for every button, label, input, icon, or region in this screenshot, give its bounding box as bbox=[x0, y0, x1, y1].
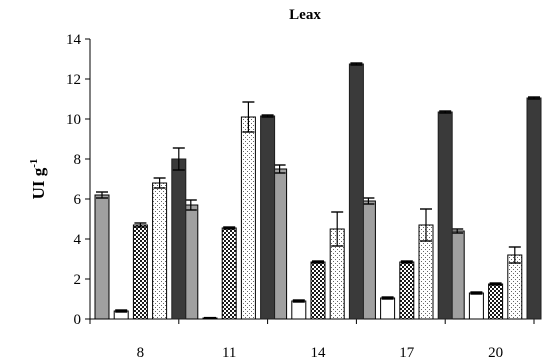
bar bbox=[132, 224, 148, 320]
y-tick-label: 14 bbox=[66, 32, 82, 48]
bar bbox=[260, 115, 276, 320]
bar bbox=[507, 254, 523, 320]
bar bbox=[399, 261, 415, 320]
bar bbox=[468, 292, 484, 320]
bar bbox=[171, 158, 187, 320]
bars bbox=[94, 62, 542, 320]
chart-title: Leax bbox=[289, 7, 321, 23]
y-tick-label: 2 bbox=[74, 272, 82, 288]
y-axis-label-superscript: -1 bbox=[28, 159, 40, 168]
bar bbox=[310, 261, 326, 320]
y-tick-label: 8 bbox=[74, 152, 82, 168]
bar bbox=[291, 300, 307, 320]
y-tick-label: 12 bbox=[66, 72, 81, 88]
y-tick-label: 0 bbox=[74, 312, 82, 328]
y-axis-label: UI g-1 bbox=[28, 159, 48, 200]
bar bbox=[240, 116, 256, 320]
y-tick-label: 10 bbox=[66, 112, 81, 128]
y-tick-label: 4 bbox=[74, 232, 82, 248]
x-tick-label: 20 bbox=[488, 345, 503, 361]
bar bbox=[488, 283, 504, 320]
bar bbox=[437, 111, 453, 320]
bar bbox=[380, 297, 396, 320]
x-axis: 8 11 14 17 20 bbox=[89, 318, 535, 361]
x-tick-label: 8 bbox=[137, 345, 145, 361]
bar bbox=[348, 63, 364, 320]
y-axis-label-main: UI g bbox=[29, 167, 48, 199]
x-tick-label: 17 bbox=[399, 345, 415, 361]
x-tick-label: 11 bbox=[222, 345, 236, 361]
bar bbox=[526, 97, 542, 320]
bar bbox=[221, 227, 237, 320]
y-axis: 0 2 4 6 8 10 12 14 bbox=[66, 32, 91, 328]
bar bbox=[94, 194, 110, 320]
x-tick-label: 14 bbox=[311, 345, 327, 361]
bar bbox=[152, 182, 168, 320]
y-tick-label: 6 bbox=[74, 192, 82, 208]
